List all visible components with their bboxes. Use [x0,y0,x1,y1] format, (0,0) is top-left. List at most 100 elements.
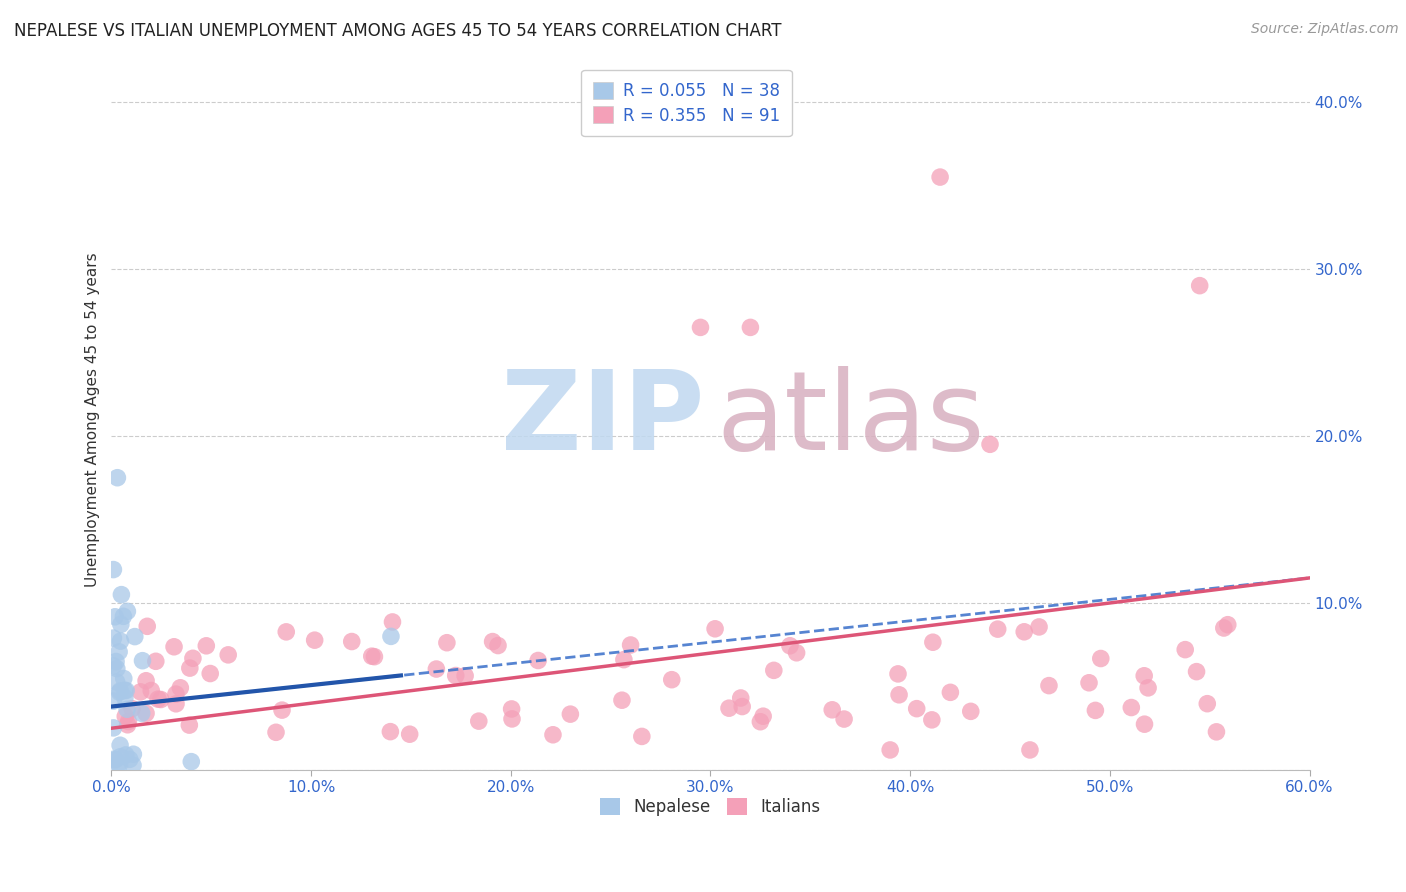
Point [110,684,132,698]
Point [340,634,363,648]
Point [527,653,550,667]
Point [131,654,153,668]
Point [1019,743,1042,757]
Point [610,693,633,707]
Point [122,747,145,762]
Point [117,718,139,732]
Point [114,690,136,705]
Point [131,706,153,721]
Point [149,692,172,706]
Point [1078,675,1101,690]
Point [468,714,491,728]
Point [887,666,910,681]
Point [879,743,901,757]
Point [821,703,844,717]
Point [124,630,146,644]
Point [136,619,159,633]
Point [105,655,128,669]
Text: NEPALESE VS ITALIAN UNEMPLOYMENT AMONG AGES 45 TO 54 YEARS CORRELATION CHART: NEPALESE VS ITALIAN UNEMPLOYMENT AMONG A… [14,22,782,40]
Point [169,681,191,695]
Point [115,702,138,716]
Point [1012,624,1035,639]
Point [163,640,186,654]
Point [122,758,145,772]
Point [689,320,711,334]
Point [304,633,326,648]
Point [560,707,582,722]
Point [786,646,808,660]
Point [501,702,523,716]
Point [921,713,943,727]
Point [1038,679,1060,693]
Point [1197,697,1219,711]
Legend: Nepalese, Italians: Nepalese, Italians [592,790,830,825]
Point [114,709,136,723]
Point [979,437,1001,451]
Point [425,662,447,676]
Point [179,661,201,675]
Point [939,685,962,699]
Point [165,687,187,701]
Point [704,622,727,636]
Point [110,588,132,602]
Point [135,706,157,721]
Point [380,724,402,739]
Point [181,651,204,665]
Point [145,654,167,668]
Point [1185,665,1208,679]
Point [730,691,752,706]
Point [264,725,287,739]
Point [179,718,201,732]
Point [115,683,138,698]
Point [987,622,1010,636]
Point [180,755,202,769]
Point [762,664,785,678]
Text: ZIP: ZIP [501,366,704,473]
Point [1205,724,1227,739]
Point [620,638,643,652]
Point [112,609,135,624]
Point [752,709,775,723]
Point [661,673,683,687]
Point [959,704,981,718]
Point [887,688,910,702]
Point [107,471,129,485]
Point [1090,651,1112,665]
Point [731,699,754,714]
Point [454,669,477,683]
Point [444,668,467,682]
Point [740,320,762,334]
Point [921,635,943,649]
Text: Source: ZipAtlas.com: Source: ZipAtlas.com [1251,22,1399,37]
Point [110,617,132,632]
Point [360,649,382,664]
Point [501,712,523,726]
Point [103,563,125,577]
Point [114,683,136,698]
Point [108,757,131,772]
Y-axis label: Unemployment Among Ages 45 to 54 years: Unemployment Among Ages 45 to 54 years [86,252,100,587]
Point [1188,278,1211,293]
Point [749,714,772,729]
Point [398,727,420,741]
Point [779,639,801,653]
Point [541,728,564,742]
Point [1133,669,1156,683]
Point [1084,703,1107,717]
Point [107,756,129,771]
Point [117,714,139,729]
Point [135,673,157,688]
Point [436,636,458,650]
Point [141,683,163,698]
Point [108,645,131,659]
Point [1121,700,1143,714]
Point [117,604,139,618]
Point [1216,617,1239,632]
Point [832,712,855,726]
Point [165,697,187,711]
Point [718,701,741,715]
Point [129,685,152,699]
Point [103,658,125,673]
Point [105,662,128,676]
Point [905,701,928,715]
